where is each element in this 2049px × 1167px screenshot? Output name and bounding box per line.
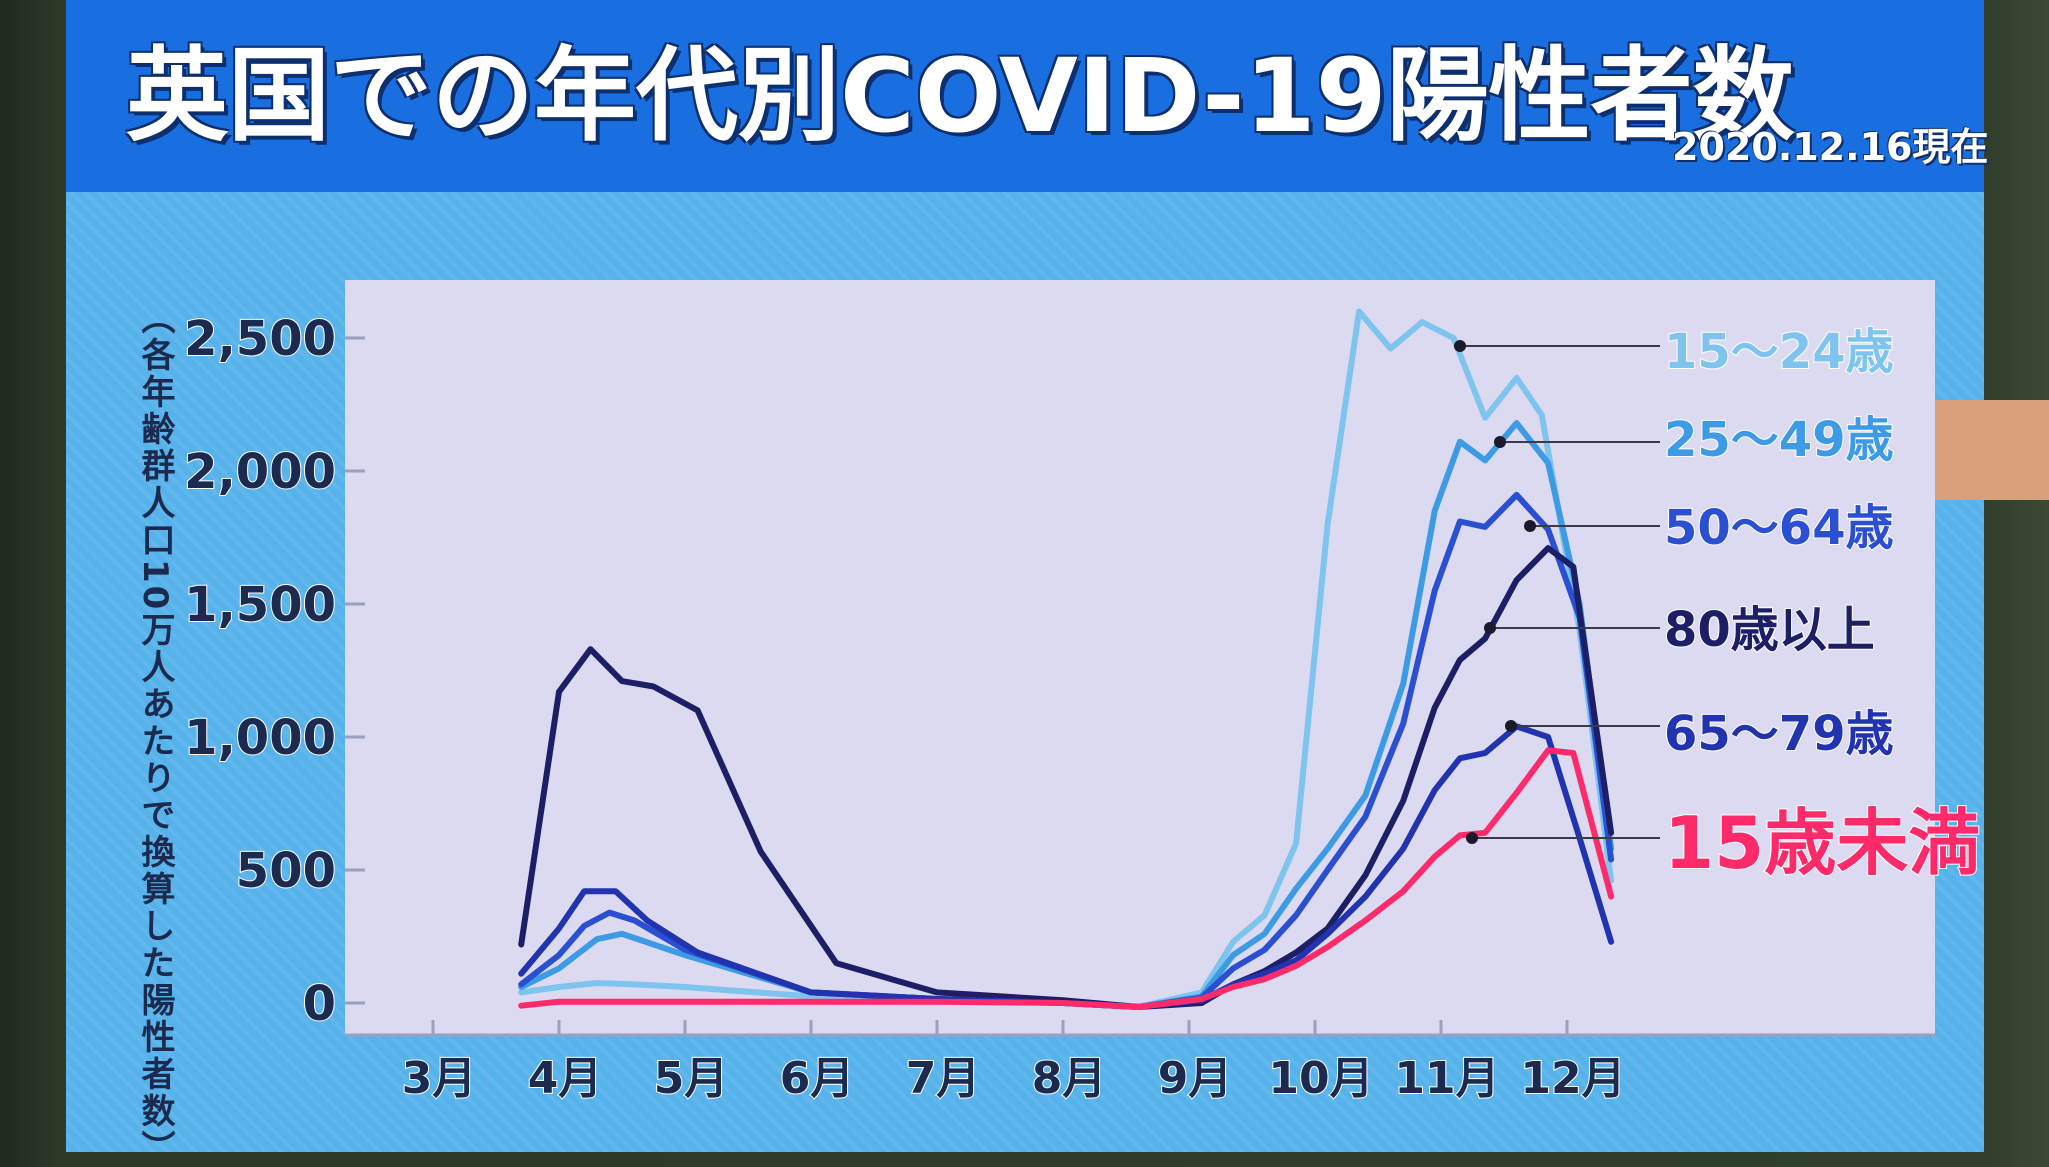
y-tick-label: 1,500	[184, 577, 336, 633]
x-axis: 3月 4月 5月 6月 7月 8月 9月 10月 11月 12月	[345, 1020, 1935, 1105]
series-line	[518, 723, 1615, 1010]
series-line	[518, 420, 1615, 1010]
series-label: 25〜49歳	[1664, 412, 1894, 468]
series-labels: 15〜24歳 25〜49歳 50〜64歳 80歳以上 65〜79歳 15歳未満	[1454, 323, 1981, 886]
chart-title: 英国での年代別COVID-19陽性者数	[126, 37, 1795, 156]
chart-date: 2020.12.16現在	[1672, 125, 1989, 169]
x-tick-label: 4月	[528, 1053, 603, 1104]
label-dot	[1466, 832, 1478, 844]
x-tick-label: 9月	[1158, 1053, 1233, 1104]
y-axis: 0 500 1,000 1,500 2,000 2,500	[183, 310, 365, 1033]
plot-area	[345, 280, 1935, 1035]
y-tick-label: 2,500	[184, 311, 336, 367]
x-tick-label: 5月	[654, 1053, 729, 1104]
x-tick-label: 11月	[1394, 1053, 1499, 1104]
y-tick-label: 2,000	[184, 444, 336, 500]
y-tick-label: 0	[303, 976, 336, 1032]
series-label: 50〜64歳	[1664, 500, 1894, 556]
x-tick-label: 8月	[1032, 1053, 1107, 1104]
series-line	[518, 308, 1615, 1010]
y-tick-label: 1,000	[184, 710, 336, 766]
label-dot	[1484, 622, 1496, 634]
series-label: 15〜24歳	[1664, 324, 1894, 380]
label-dot	[1524, 520, 1536, 532]
label-dot	[1505, 720, 1517, 732]
series-line	[518, 747, 1615, 1010]
header-bar	[66, 0, 1984, 192]
label-dot	[1494, 436, 1506, 448]
y-tick-label: 500	[236, 843, 336, 899]
series-line	[518, 491, 1615, 1010]
series-label: 80歳以上	[1664, 602, 1875, 658]
x-tick-label: 6月	[780, 1053, 855, 1104]
series-lines	[518, 308, 1615, 1010]
x-tick-label: 12月	[1520, 1053, 1625, 1104]
y-axis-label: （各年齢群人口10万人あたりで換算した陽性者数）	[135, 300, 175, 1167]
x-tick-label: 7月	[906, 1053, 981, 1104]
x-tick-label: 10月	[1268, 1053, 1373, 1104]
label-dot	[1454, 340, 1466, 352]
series-label: 15歳未満	[1664, 801, 1980, 885]
series-label: 65〜79歳	[1664, 706, 1894, 762]
x-tick-label: 3月	[402, 1053, 477, 1104]
